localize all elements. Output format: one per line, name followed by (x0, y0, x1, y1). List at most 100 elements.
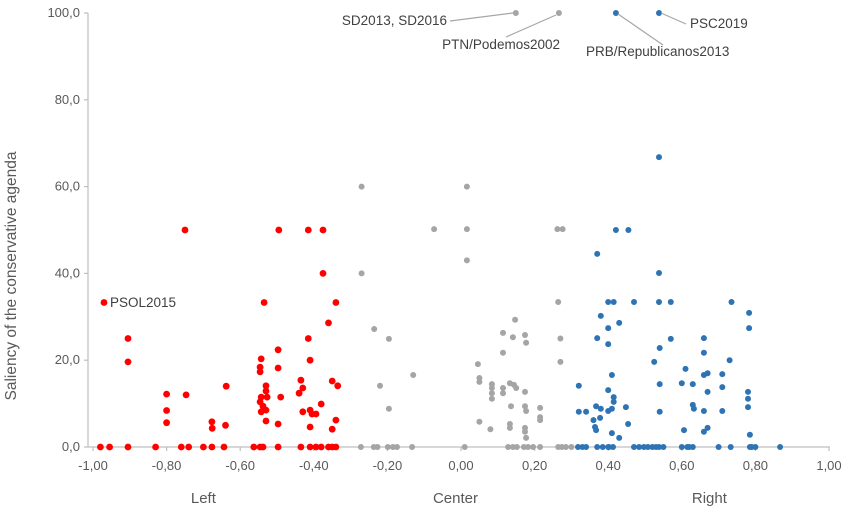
data-point-right (745, 404, 751, 411)
data-point-left (208, 418, 216, 426)
data-point-center (476, 418, 483, 425)
data-point-left (299, 384, 307, 392)
data-point-right (752, 444, 759, 450)
data-point-center (513, 385, 520, 391)
data-point-center (500, 385, 506, 391)
data-point-right (689, 381, 696, 388)
data-point-right (575, 408, 582, 415)
data-point-right (678, 380, 685, 387)
data-point-right (616, 434, 623, 441)
x-tick-label: 0,80 (743, 458, 768, 473)
data-point-center (500, 390, 506, 397)
data-point-left (304, 226, 312, 234)
x-category-label-center: Center (433, 490, 478, 507)
data-point-left (274, 443, 282, 451)
data-point-right (583, 408, 590, 415)
y-tick-label: 60,0 (55, 179, 80, 194)
y-tick-label: 80,0 (55, 92, 80, 107)
data-point-center (554, 226, 561, 233)
data-point-left (325, 319, 332, 327)
data-point-left (262, 387, 270, 395)
data-point-right (719, 408, 726, 414)
data-point-right (704, 424, 711, 431)
data-point-right (605, 299, 612, 305)
data-point-center (394, 444, 400, 450)
data-point-center (523, 434, 530, 441)
annotation-leader-line (617, 13, 664, 46)
data-point-right (656, 408, 663, 415)
data-point-right (593, 403, 600, 410)
data-point-center (371, 326, 378, 332)
data-point-left (299, 408, 307, 416)
data-point-center (555, 10, 562, 16)
data-point-left (163, 407, 171, 414)
annotation-leader-line (505, 14, 557, 38)
data-point-left (262, 382, 270, 390)
data-point-center (537, 444, 544, 450)
data-point-center (555, 299, 562, 305)
data-point-left (306, 443, 314, 451)
data-point-left (304, 335, 312, 342)
data-point-right (583, 444, 590, 450)
data-point-left (259, 443, 267, 451)
data-point-left (177, 443, 185, 451)
data-point-center (476, 378, 483, 385)
data-point-left (124, 358, 132, 366)
data-point-right (610, 394, 617, 401)
data-point-right (625, 421, 632, 427)
data-point-center (508, 403, 514, 410)
y-axis-title: Saliency of the conservative agenda (3, 151, 20, 400)
data-point-right (625, 227, 632, 233)
data-point-left (332, 416, 340, 424)
data-point-right (605, 387, 612, 394)
data-point-center (509, 334, 516, 341)
data-point-right (700, 428, 707, 435)
data-point-left (332, 443, 340, 451)
data-point-right (622, 404, 629, 411)
data-point-left (208, 443, 216, 451)
x-tick-label: -0,40 (299, 458, 329, 473)
annotation-prb-republicanos2013: PRB/Republicanos2013 (586, 44, 730, 59)
data-point-center (522, 428, 528, 435)
data-point-right (690, 405, 697, 412)
data-point-center (488, 385, 495, 391)
data-point-center (385, 405, 392, 412)
data-point-left (124, 443, 132, 451)
y-tick-label: 40,0 (55, 265, 80, 280)
data-point-right (727, 444, 734, 450)
x-tick-label: 0,00 (448, 458, 473, 473)
data-point-right (651, 358, 658, 365)
data-point-center (523, 339, 530, 346)
data-point-right (631, 444, 637, 450)
data-point-right (612, 227, 619, 233)
data-point-left (163, 419, 171, 427)
data-point-left (182, 391, 190, 399)
data-point-right (746, 309, 753, 316)
data-point-right (610, 444, 616, 450)
data-point-center (559, 226, 566, 233)
data-point-center (525, 444, 531, 450)
data-point-right (575, 382, 582, 389)
data-point-left (181, 226, 189, 234)
data-point-right (612, 10, 619, 16)
data-point-right (667, 299, 674, 305)
data-point-right (599, 444, 606, 450)
data-point-right (726, 357, 733, 364)
data-point-left (328, 377, 336, 385)
y-tick-label: 0,0 (62, 439, 80, 454)
data-point-left (256, 368, 264, 376)
data-point-left (312, 410, 320, 418)
annotation-leader-line (660, 12, 687, 25)
data-point-left (257, 408, 265, 416)
data-point-left (297, 376, 305, 384)
data-point-left (222, 382, 230, 390)
data-point-right (631, 299, 637, 305)
data-point-right (678, 444, 685, 450)
data-point-right (656, 10, 662, 16)
data-point-left (97, 443, 104, 451)
y-tick-label: 100,0 (47, 5, 80, 20)
x-tick-label: -0,20 (373, 458, 403, 473)
data-point-left (334, 382, 342, 390)
x-tick-label: 0,40 (596, 458, 621, 473)
